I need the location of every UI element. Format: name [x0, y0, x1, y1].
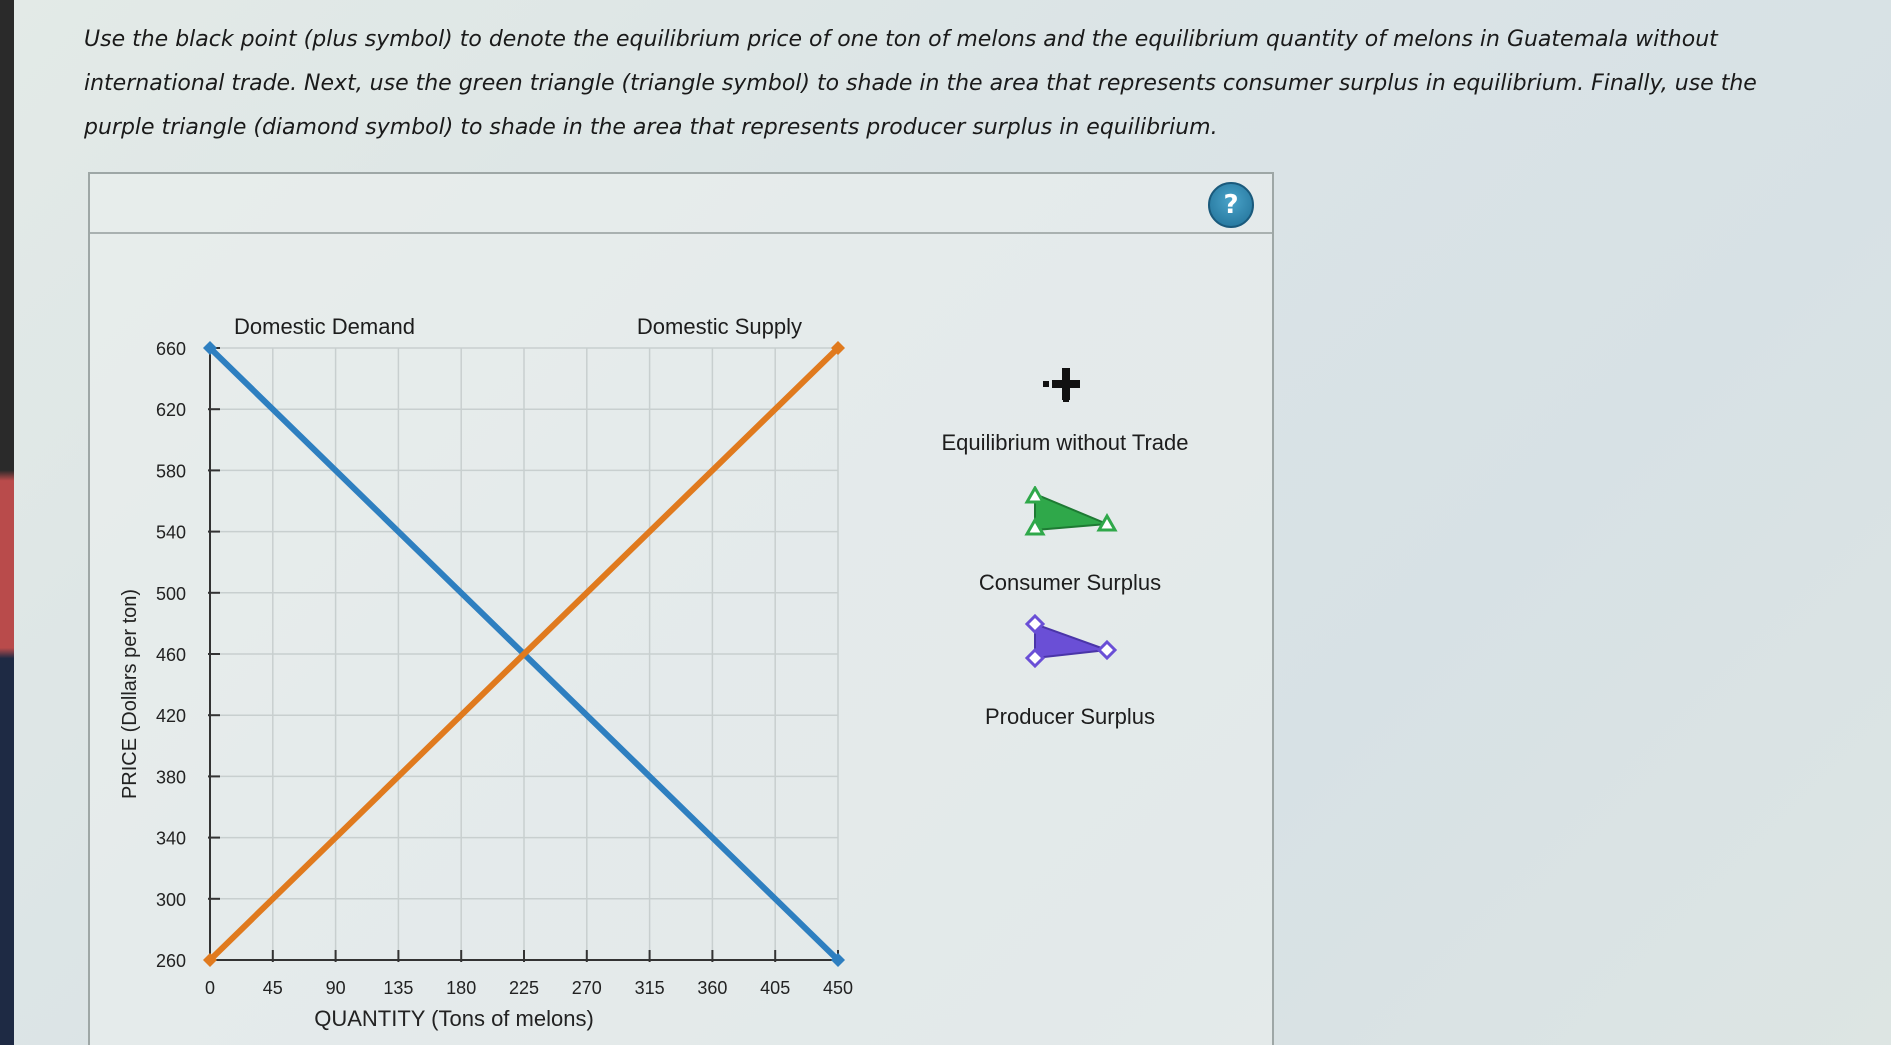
tool-producer-surplus[interactable]: Producer Surplus: [960, 613, 1180, 730]
curve-end-handle: [831, 953, 845, 967]
tool-consumer-surplus[interactable]: Consumer Surplus: [960, 484, 1180, 596]
y-tick-label: 460: [156, 645, 186, 665]
y-tick-label: 660: [156, 339, 186, 359]
tool-equilibrium[interactable]: Equilibrium without Trade: [930, 362, 1200, 456]
chart-labels: QUANTITY (Tons of melons) PRICE (Dollars …: [119, 314, 802, 1031]
x-tick-label: 45: [263, 978, 283, 998]
x-tick-label: 90: [326, 978, 346, 998]
x-axis-label: QUANTITY (Tons of melons): [314, 1006, 594, 1031]
purple-diamond-icon[interactable]: [1015, 613, 1125, 670]
y-tick-label: 580: [156, 461, 186, 481]
supply-label: Domestic Supply: [637, 314, 802, 339]
y-tick-label: 260: [156, 951, 186, 971]
curve-end-handle: [831, 341, 845, 355]
y-tick-label: 540: [156, 523, 186, 543]
curve-end-handle: [203, 953, 217, 967]
chart-grid: [210, 347, 839, 960]
tool-producer-surplus-label: Producer Surplus: [985, 704, 1155, 729]
y-tick-label: 340: [156, 829, 186, 849]
x-tick-label: 360: [697, 978, 727, 998]
window-edge: [0, 0, 14, 1045]
panel-header: [90, 174, 1272, 234]
x-tick-label: 450: [823, 978, 853, 998]
x-tick-label: 180: [446, 978, 476, 998]
tool-consumer-surplus-label: Consumer Surplus: [978, 570, 1162, 595]
x-tick-label: 135: [383, 978, 413, 998]
x-tick-label: 225: [509, 978, 539, 998]
y-tick-label: 620: [156, 400, 186, 420]
green-triangle-icon[interactable]: [1015, 484, 1125, 538]
x-tick-label: 0: [205, 978, 215, 998]
y-tick-label: 380: [156, 767, 186, 787]
chart-series: [203, 341, 845, 967]
chart-ticks: 260 300 340 380 420 460 500 540 580 620 660 0 45 90 13…: [156, 339, 853, 998]
curve-end-handle: [203, 341, 217, 355]
x-tick-label: 315: [635, 978, 665, 998]
y-tick-label: 300: [156, 890, 186, 910]
x-tick-label: 270: [572, 978, 602, 998]
tool-equilibrium-label: Equilibrium without Trade: [941, 430, 1189, 455]
plus-point-icon[interactable]: [1035, 362, 1095, 406]
y-tick-label: 420: [156, 706, 186, 726]
instructions-text: Use the black point (plus symbol) to den…: [84, 27, 1757, 140]
y-tick-label: 500: [156, 584, 186, 604]
x-tick-label: 405: [760, 978, 790, 998]
y-axis-label: PRICE (Dollars per ton): [119, 589, 141, 799]
supply-curve: [207, 345, 841, 963]
demand-label: Domestic Demand: [234, 314, 415, 339]
help-button[interactable]: ?: [1208, 182, 1254, 228]
